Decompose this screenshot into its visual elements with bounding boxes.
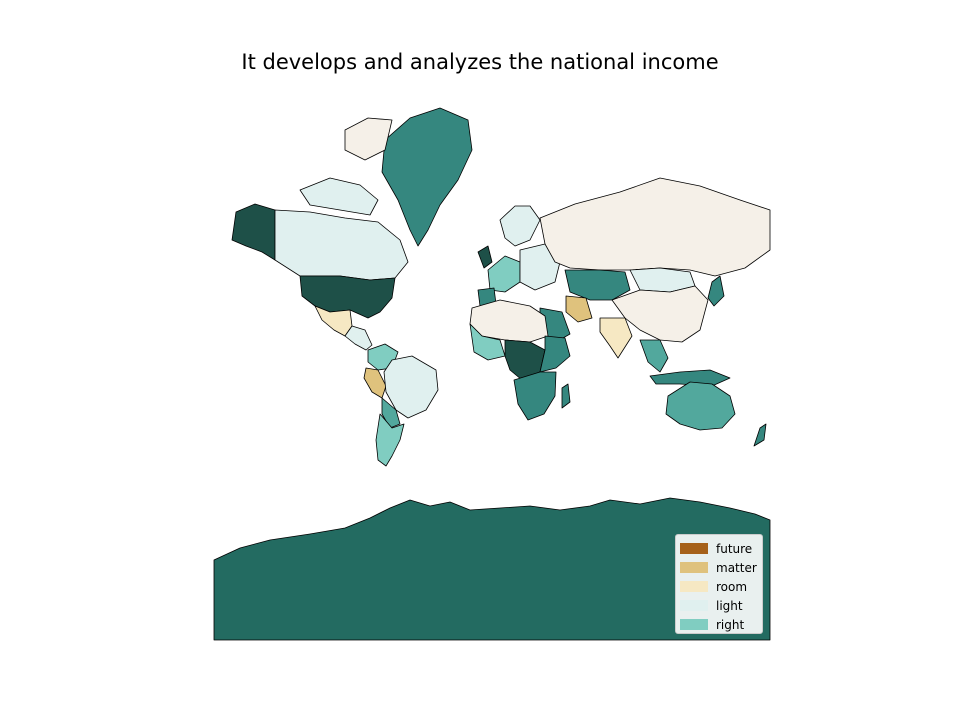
legend: future matter room light right bbox=[675, 534, 763, 634]
region-brazil bbox=[383, 355, 439, 419]
legend-swatch bbox=[680, 581, 708, 592]
region-southeast-asia bbox=[639, 339, 669, 373]
legend-item-room: room bbox=[680, 577, 762, 596]
region-east-africa bbox=[539, 335, 571, 373]
region-greenland bbox=[381, 107, 473, 247]
region-argentina bbox=[375, 413, 405, 467]
legend-swatch bbox=[680, 562, 708, 573]
region-india bbox=[599, 317, 633, 359]
legend-item-future: future bbox=[680, 539, 762, 558]
region-scandinavia bbox=[499, 205, 541, 247]
region-russia bbox=[539, 177, 771, 277]
region-alaska bbox=[231, 203, 276, 261]
legend-swatch bbox=[680, 600, 708, 611]
region-australia bbox=[665, 381, 736, 431]
legend-swatch bbox=[680, 543, 708, 554]
region-arctic-islands bbox=[344, 117, 393, 161]
legend-label: light bbox=[716, 598, 743, 613]
region-antarctica bbox=[213, 497, 771, 641]
region-southern-africa bbox=[513, 371, 557, 421]
legend-label: right bbox=[716, 617, 745, 632]
map-title: It develops and analyzes the national in… bbox=[241, 50, 719, 74]
region-madagascar bbox=[561, 383, 571, 409]
region-japan bbox=[707, 275, 725, 307]
region-china bbox=[611, 285, 709, 343]
region-usa bbox=[299, 275, 396, 319]
region-new-zealand bbox=[753, 423, 767, 447]
region-arctic-islands-2 bbox=[299, 177, 379, 216]
legend-item-matter: matter bbox=[680, 558, 762, 577]
region-indonesia bbox=[649, 369, 731, 387]
region-central-america bbox=[344, 325, 373, 351]
region-canada bbox=[274, 209, 409, 281]
region-kazakhstan bbox=[564, 269, 631, 301]
legend-swatch bbox=[680, 619, 708, 630]
legend-item-light: light bbox=[680, 596, 762, 615]
legend-label: room bbox=[716, 579, 748, 594]
legend-label: future bbox=[716, 541, 753, 556]
legend-label: matter bbox=[716, 560, 757, 575]
region-uk bbox=[477, 245, 493, 269]
legend-item-right: right bbox=[680, 615, 762, 634]
region-bolivia bbox=[381, 397, 401, 429]
region-iran bbox=[565, 295, 593, 323]
